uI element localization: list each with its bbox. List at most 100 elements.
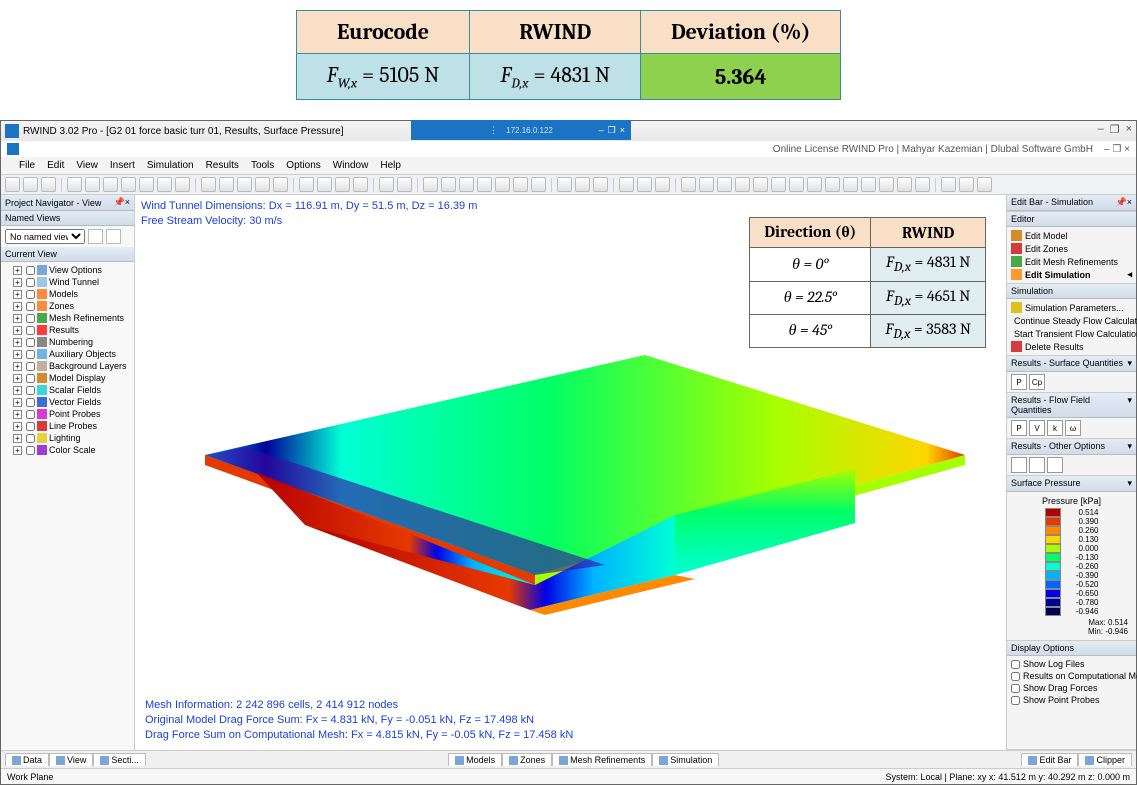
tree-checkbox[interactable] xyxy=(26,338,35,347)
simulation-item[interactable]: Continue Steady Flow Calculation xyxy=(1011,314,1132,327)
tree-checkbox[interactable] xyxy=(26,446,35,455)
tree-node[interactable]: + Scalar Fields xyxy=(3,384,132,396)
toolbar-button[interactable] xyxy=(717,177,732,192)
toolbar-button[interactable] xyxy=(655,177,670,192)
tree-checkbox[interactable] xyxy=(26,350,35,359)
display-option[interactable]: Show Drag Forces xyxy=(1011,682,1132,694)
tree-node[interactable]: + Model Display xyxy=(3,372,132,384)
bottom-tab[interactable]: View xyxy=(49,753,93,766)
display-checkbox[interactable] xyxy=(1011,660,1020,669)
named-views-manage-button[interactable] xyxy=(106,229,121,244)
toolbar-button[interactable] xyxy=(681,177,696,192)
pin-icon[interactable]: 📌× xyxy=(1116,197,1132,208)
toolbar-button[interactable] xyxy=(459,177,474,192)
simulation-item[interactable]: Start Transient Flow Calculation xyxy=(1011,327,1132,340)
tree-node[interactable]: + Mesh Refinements xyxy=(3,312,132,324)
nav-tree[interactable]: + View Options+ Wind Tunnel+ Models+ xyxy=(1,262,134,750)
tree-checkbox[interactable] xyxy=(26,302,35,311)
toolbar-button[interactable] xyxy=(175,177,190,192)
toolbar-button[interactable] xyxy=(237,177,252,192)
menu-options[interactable]: Options xyxy=(286,160,320,171)
child-min-button[interactable]: – xyxy=(1104,144,1110,155)
other-opt-1[interactable] xyxy=(1011,457,1027,473)
display-checkbox[interactable] xyxy=(1011,696,1020,705)
toolbar-button[interactable] xyxy=(959,177,974,192)
tree-checkbox[interactable] xyxy=(26,314,35,323)
toolbar-button[interactable] xyxy=(619,177,634,192)
collapse-icon[interactable]: ▾ xyxy=(1127,395,1132,415)
pin-icon[interactable]: 📌× xyxy=(114,197,130,208)
tree-checkbox[interactable] xyxy=(26,398,35,407)
toolbar-button[interactable] xyxy=(103,177,118,192)
flow-qty-button[interactable]: V xyxy=(1029,420,1045,436)
other-opt-3[interactable] xyxy=(1047,457,1063,473)
tree-node[interactable]: + Numbering xyxy=(3,336,132,348)
display-checkbox[interactable] xyxy=(1011,684,1020,693)
expand-icon[interactable]: + xyxy=(13,362,22,371)
tree-checkbox[interactable] xyxy=(26,422,35,431)
bottom-tab[interactable]: Mesh Refinements xyxy=(552,753,652,766)
expand-icon[interactable]: + xyxy=(13,338,22,347)
menu-simulation[interactable]: Simulation xyxy=(147,160,194,171)
bottom-tab[interactable]: Secti... xyxy=(93,753,146,766)
tree-checkbox[interactable] xyxy=(26,266,35,275)
toolbar-button[interactable] xyxy=(255,177,270,192)
tree-node[interactable]: + Models xyxy=(3,288,132,300)
display-checkbox[interactable] xyxy=(1011,672,1020,681)
toolbar-button[interactable] xyxy=(771,177,786,192)
simulation-item[interactable]: Delete Results xyxy=(1011,340,1132,353)
bottom-tab[interactable]: Edit Bar xyxy=(1021,753,1078,766)
toolbar-button[interactable] xyxy=(843,177,858,192)
overlay-close-icon[interactable]: × xyxy=(620,125,625,136)
display-option[interactable]: Show Log Files xyxy=(1011,658,1132,670)
named-views-select[interactable]: No named views xyxy=(5,229,85,244)
bottom-tab[interactable]: Simulation xyxy=(652,753,719,766)
named-views-add-button[interactable] xyxy=(88,229,103,244)
tree-node[interactable]: + Background Layers xyxy=(3,360,132,372)
tree-checkbox[interactable] xyxy=(26,386,35,395)
toolbar-button[interactable] xyxy=(753,177,768,192)
toolbar-button[interactable] xyxy=(879,177,894,192)
editor-item[interactable]: Edit Mesh Refinements xyxy=(1011,255,1132,268)
toolbar-button[interactable] xyxy=(557,177,572,192)
tree-checkbox[interactable] xyxy=(26,326,35,335)
toolbar-button[interactable] xyxy=(157,177,172,192)
titlebar[interactable]: RWIND 3.02 Pro - [G2 01 force basic turr… xyxy=(1,121,1136,141)
menu-view[interactable]: View xyxy=(76,160,98,171)
toolbar-button[interactable] xyxy=(807,177,822,192)
tree-node[interactable]: + Zones xyxy=(3,300,132,312)
tree-node[interactable]: + Color Scale xyxy=(3,444,132,456)
close-button[interactable]: × xyxy=(1126,123,1132,136)
toolbar-button[interactable] xyxy=(85,177,100,192)
flow-qty-button[interactable]: k xyxy=(1047,420,1063,436)
bottom-tab[interactable]: Models xyxy=(448,753,502,766)
expand-icon[interactable]: + xyxy=(13,266,22,275)
toolbar-button[interactable] xyxy=(397,177,412,192)
toolbar-button[interactable] xyxy=(477,177,492,192)
toolbar-button[interactable] xyxy=(637,177,652,192)
collapse-icon[interactable]: ▾ xyxy=(1127,358,1132,369)
toolbar-button[interactable] xyxy=(861,177,876,192)
bottom-tab[interactable]: Zones xyxy=(502,753,552,766)
flow-qty-button[interactable]: P xyxy=(1011,420,1027,436)
expand-icon[interactable]: + xyxy=(13,326,22,335)
toolbar-button[interactable] xyxy=(531,177,546,192)
collapse-icon[interactable]: ▾ xyxy=(1127,441,1132,452)
toolbar-button[interactable] xyxy=(513,177,528,192)
child-close-button[interactable]: × xyxy=(1124,144,1130,155)
tree-node[interactable]: + View Options xyxy=(3,264,132,276)
tree-checkbox[interactable] xyxy=(26,410,35,419)
display-option[interactable]: Results on Computational Mesh xyxy=(1011,670,1132,682)
toolbar-button[interactable] xyxy=(789,177,804,192)
toolbar-button[interactable] xyxy=(219,177,234,192)
menu-edit[interactable]: Edit xyxy=(47,160,64,171)
toolbar-button[interactable] xyxy=(121,177,136,192)
surface-qty-button[interactable]: Cp xyxy=(1029,374,1045,390)
tree-checkbox[interactable] xyxy=(26,434,35,443)
editor-item[interactable]: Edit Zones xyxy=(1011,242,1132,255)
menu-help[interactable]: Help xyxy=(380,160,401,171)
bottom-tab[interactable]: Data xyxy=(5,753,49,766)
expand-icon[interactable]: + xyxy=(13,314,22,323)
overlay-max-icon[interactable]: ❐ xyxy=(608,125,616,136)
expand-icon[interactable]: + xyxy=(13,350,22,359)
